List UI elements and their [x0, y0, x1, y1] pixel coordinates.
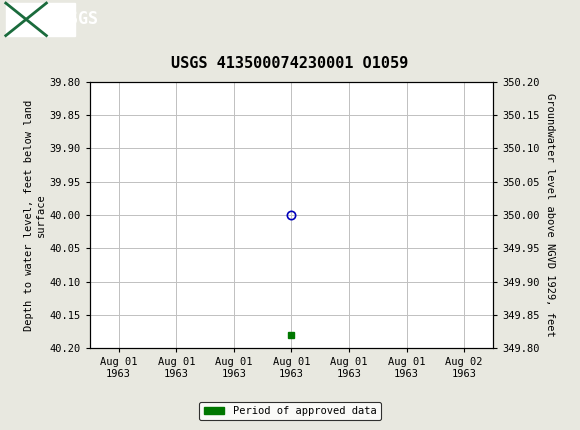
Y-axis label: Depth to water level, feet below land
surface: Depth to water level, feet below land su…: [24, 99, 45, 331]
Legend: Period of approved data: Period of approved data: [200, 402, 380, 421]
FancyBboxPatch shape: [6, 3, 75, 36]
Text: USGS: USGS: [58, 10, 98, 28]
Text: USGS 413500074230001 O1059: USGS 413500074230001 O1059: [171, 56, 409, 71]
Y-axis label: Groundwater level above NGVD 1929, feet: Groundwater level above NGVD 1929, feet: [545, 93, 555, 337]
